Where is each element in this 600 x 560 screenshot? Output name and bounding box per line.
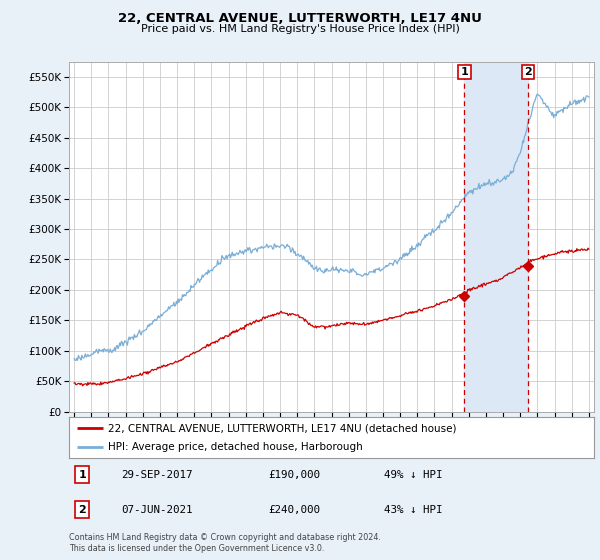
Text: 29-SEP-2017: 29-SEP-2017 [121,470,193,479]
Text: 07-JUN-2021: 07-JUN-2021 [121,505,193,515]
Text: 2: 2 [524,67,532,77]
Text: Contains HM Land Registry data © Crown copyright and database right 2024.
This d: Contains HM Land Registry data © Crown c… [69,533,381,553]
Text: £190,000: £190,000 [269,470,320,479]
Text: 49% ↓ HPI: 49% ↓ HPI [384,470,443,479]
Text: 2: 2 [78,505,86,515]
Text: 22, CENTRAL AVENUE, LUTTERWORTH, LE17 4NU: 22, CENTRAL AVENUE, LUTTERWORTH, LE17 4N… [118,12,482,25]
Text: Price paid vs. HM Land Registry's House Price Index (HPI): Price paid vs. HM Land Registry's House … [140,24,460,34]
Text: HPI: Average price, detached house, Harborough: HPI: Average price, detached house, Harb… [109,442,363,452]
Text: £240,000: £240,000 [269,505,320,515]
Text: 1: 1 [461,67,469,77]
Text: 22, CENTRAL AVENUE, LUTTERWORTH, LE17 4NU (detached house): 22, CENTRAL AVENUE, LUTTERWORTH, LE17 4N… [109,423,457,433]
Bar [464,62,528,412]
Text: 1: 1 [78,470,86,479]
Text: 43% ↓ HPI: 43% ↓ HPI [384,505,443,515]
